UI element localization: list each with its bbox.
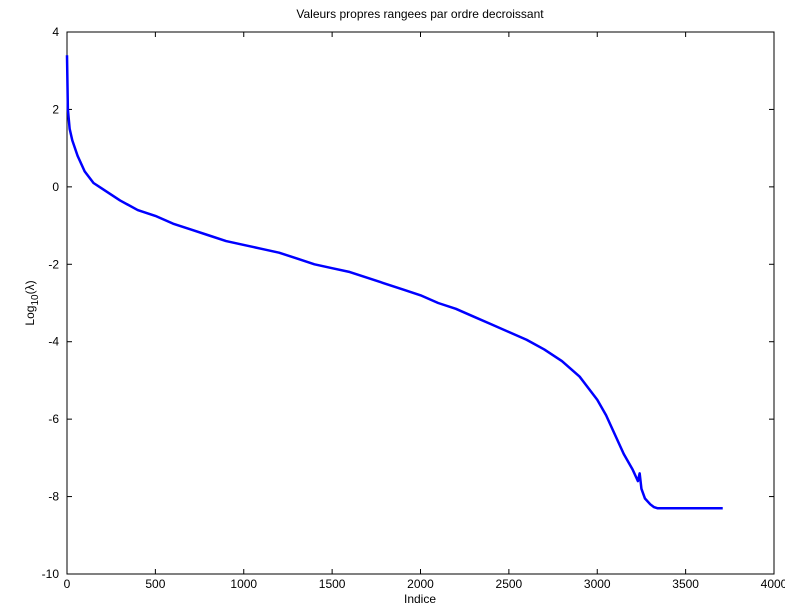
chart-title: Valeurs propres rangees par ordre decroi… (296, 7, 544, 21)
x-axis-label: Indice (404, 592, 436, 606)
x-tick-label: 1500 (319, 577, 346, 591)
x-axis-ticks: 0 500 1000 1500 2000 2500 3000 3500 4000 (64, 32, 785, 591)
y-axis-label-prefix: Log (23, 306, 37, 326)
x-tick-label: 2000 (407, 577, 434, 591)
y-axis-label-suffix: (λ) (23, 280, 37, 294)
x-tick-label: 1000 (230, 577, 257, 591)
y-tick-label: -2 (48, 257, 59, 271)
y-tick-label: 2 (52, 102, 59, 116)
y-tick-label: -6 (48, 412, 59, 426)
y-axis-ticks: -10 -8 -6 -4 -2 0 2 4 (42, 25, 774, 581)
y-axis-label: Log10(λ) (23, 280, 41, 325)
y-tick-label: -10 (42, 567, 60, 581)
y-tick-label: 0 (52, 180, 59, 194)
series-line (65, 55, 723, 510)
x-tick-label: 4000 (761, 577, 785, 591)
x-tick-label: 500 (145, 577, 165, 591)
plot-area (66, 31, 775, 575)
y-tick-label: 4 (52, 25, 59, 39)
x-tick-label: 3500 (672, 577, 699, 591)
y-tick-label: -4 (48, 335, 59, 349)
y-axis-label-subscript: 10 (30, 294, 41, 306)
y-tick-label: -8 (48, 490, 59, 504)
x-tick-label: 0 (64, 577, 71, 591)
x-tick-label: 2500 (496, 577, 523, 591)
x-tick-label: 3000 (584, 577, 611, 591)
